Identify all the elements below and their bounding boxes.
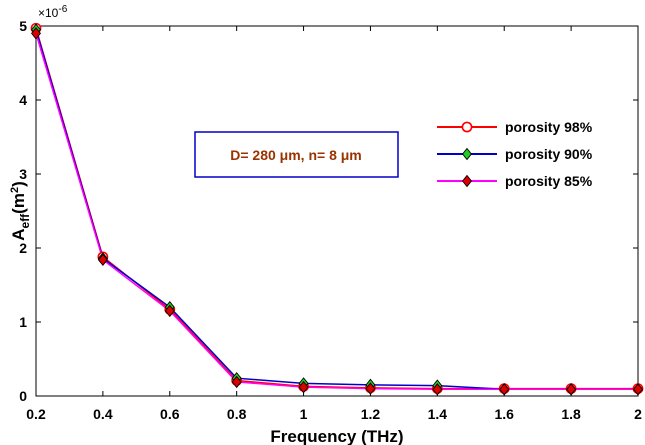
x-tick-label: 1.8 — [561, 406, 581, 422]
y-tick-label: 3 — [19, 166, 27, 182]
data-point — [432, 383, 443, 396]
y-axis-title-open: (m — [9, 193, 28, 214]
x-tick-label: 0.2 — [26, 406, 46, 422]
y-tick-label: 5 — [19, 18, 27, 34]
legend-label: porosity 98% — [505, 119, 593, 135]
annotation-text: D= 280 μm, n= 8 μm — [230, 147, 362, 163]
x-axis-title: Frequency (THz) — [270, 427, 403, 445]
data-point — [566, 383, 577, 396]
legend: porosity 98% porosity 90% porosity 85% — [437, 119, 593, 189]
legend-marker — [461, 121, 473, 133]
x-tick-label: 1.4 — [428, 406, 448, 422]
data-point — [499, 383, 510, 396]
y-axis-title-sub: eff — [18, 213, 32, 229]
data-point — [31, 27, 41, 40]
data-point — [97, 253, 108, 267]
svg-text:Aeff(m2): Aeff(m2) — [9, 181, 32, 241]
y-tick-label: 0 — [19, 388, 27, 404]
series-markers-3 — [31, 27, 643, 396]
annotation-box: D= 280 μm, n= 8 μm — [194, 131, 399, 178]
series-layer — [30, 22, 644, 396]
series-3 — [35, 33, 638, 391]
y-tick-label: 4 — [19, 92, 27, 108]
y-tick-label: 1 — [19, 314, 27, 330]
data-point — [164, 304, 175, 318]
y-axis-title-base: A — [9, 228, 28, 240]
y-axis-title: Aeff(m2) — [9, 181, 32, 241]
x-tick-label: 1.6 — [494, 406, 514, 422]
y-axis-title-close: ) — [9, 181, 28, 187]
y-axis-title-sup: 2 — [9, 187, 21, 193]
legend-marker — [462, 174, 472, 188]
legend-label: porosity 90% — [505, 146, 593, 162]
x-tick-label: 1.2 — [361, 406, 381, 422]
legend-label: porosity 85% — [505, 173, 593, 189]
y-tick-label: 2 — [19, 240, 27, 256]
plot-area — [35, 25, 639, 397]
y-axis-exponent: ×10-6 — [38, 4, 68, 20]
data-point — [633, 383, 643, 396]
x-tick-label: 0.4 — [93, 406, 113, 422]
legend-item: porosity 90% — [437, 146, 593, 162]
y-axis-exponent-power: -6 — [58, 4, 67, 15]
legend-item: porosity 85% — [437, 173, 593, 189]
data-point — [365, 382, 376, 395]
data-point — [231, 375, 242, 389]
annotation-border — [194, 131, 399, 178]
y-axis: 0 1 2 3 4 5 — [19, 18, 638, 404]
series-line — [35, 33, 638, 391]
legend-item: porosity 98% — [437, 119, 593, 135]
x-tick-label: 1 — [300, 406, 308, 422]
x-axis: 0.2 0.4 0.6 0.8 1 1.2 1.4 1.6 1.8 2 — [26, 26, 642, 422]
y-axis-exponent-base: ×10 — [38, 6, 59, 20]
legend-marker — [462, 147, 472, 161]
x-tick-label: 2 — [634, 406, 642, 422]
x-tick-label: 0.6 — [160, 406, 180, 422]
x-tick-label: 0.8 — [227, 406, 247, 422]
data-point — [298, 380, 309, 394]
